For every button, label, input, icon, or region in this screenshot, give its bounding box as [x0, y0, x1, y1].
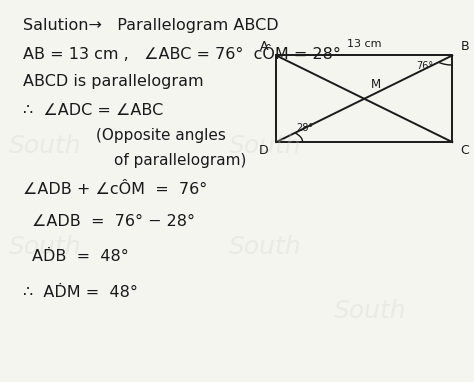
Text: ABCD is parallelogram: ABCD is parallelogram: [23, 74, 203, 89]
Text: Salution→   Parallelogram ABCD: Salution→ Parallelogram ABCD: [23, 18, 278, 33]
Text: ∴  AḊM =  48°: ∴ AḊM = 48°: [23, 285, 137, 300]
Text: A: A: [260, 40, 268, 53]
Text: South: South: [9, 235, 82, 259]
Text: 76°: 76°: [417, 61, 434, 71]
Text: of parallelogram): of parallelogram): [114, 153, 246, 168]
Text: C: C: [461, 144, 469, 157]
Text: (Opposite angles: (Opposite angles: [96, 128, 226, 143]
Text: M: M: [371, 78, 381, 91]
Text: AB = 13 cm ,   ∠ABC = 76°  cÔM = 28°: AB = 13 cm , ∠ABC = 76° cÔM = 28°: [23, 45, 340, 62]
Text: 28°: 28°: [297, 123, 314, 133]
Text: ∴  ∠ADC = ∠ABC: ∴ ∠ADC = ∠ABC: [23, 102, 163, 118]
Text: D: D: [258, 144, 268, 157]
Text: AḊB  =  48°: AḊB = 48°: [32, 249, 128, 264]
Text: South: South: [228, 235, 301, 259]
Text: ∠ADB + ∠cÔM  =  76°: ∠ADB + ∠cÔM = 76°: [23, 181, 207, 197]
Text: ∠ADB  =  76° − 28°: ∠ADB = 76° − 28°: [32, 214, 195, 229]
Text: B: B: [461, 40, 469, 53]
Text: South: South: [9, 134, 82, 158]
Text: 13 cm: 13 cm: [347, 39, 382, 49]
Text: South: South: [228, 134, 301, 158]
Text: South: South: [334, 299, 406, 324]
